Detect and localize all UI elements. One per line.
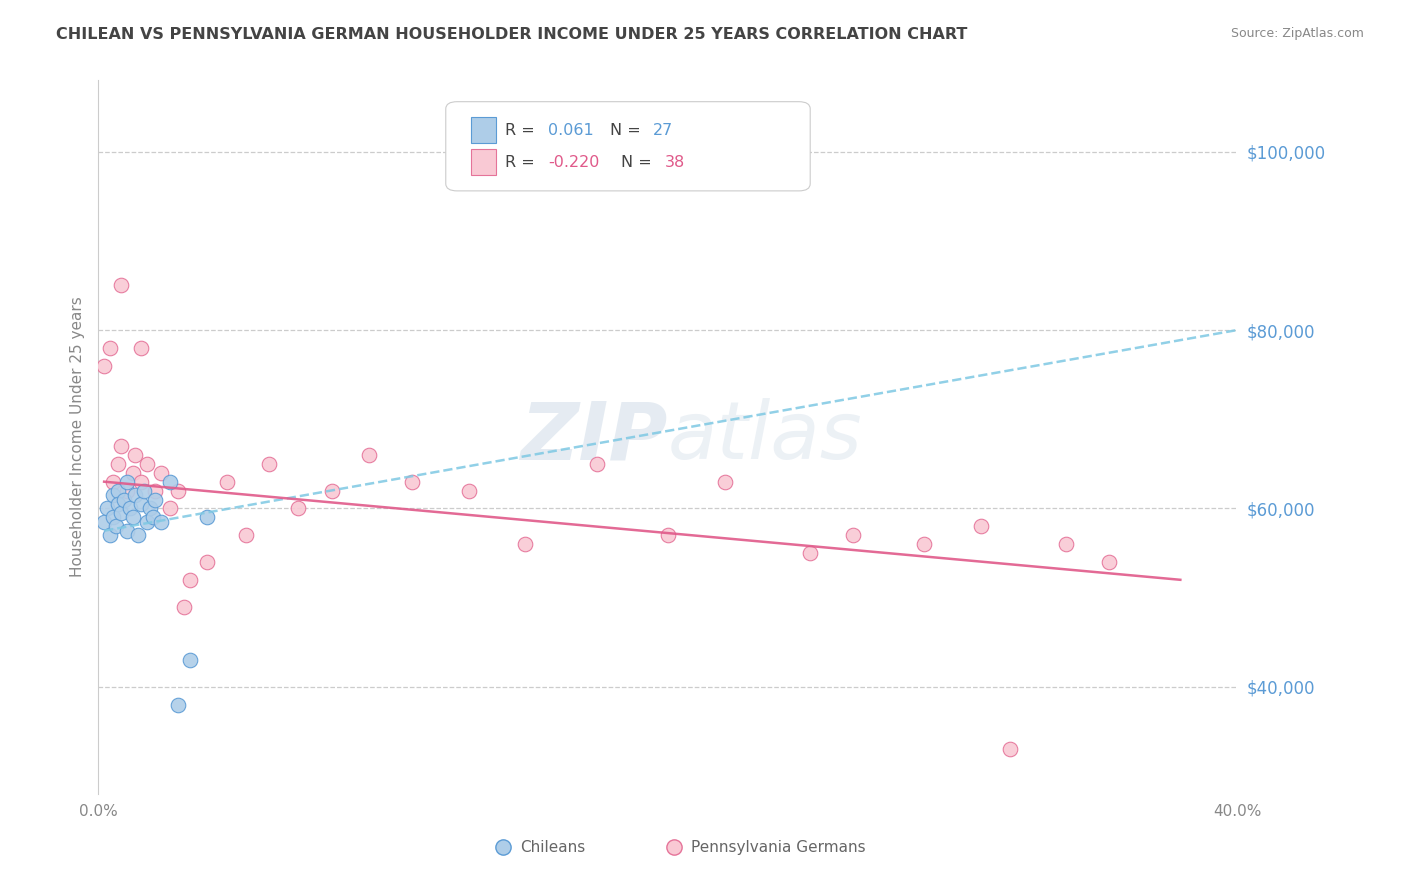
Point bbox=[118, 501, 141, 516]
Text: 38: 38 bbox=[665, 155, 685, 169]
Text: -0.220: -0.220 bbox=[548, 155, 599, 169]
Point bbox=[235, 528, 257, 542]
Point bbox=[121, 466, 143, 480]
Bar bbox=[471, 118, 496, 143]
Point bbox=[104, 519, 127, 533]
Point bbox=[167, 483, 190, 498]
Point bbox=[129, 497, 152, 511]
Point bbox=[970, 519, 993, 533]
Point bbox=[129, 475, 152, 489]
Point bbox=[101, 475, 124, 489]
Point bbox=[107, 457, 129, 471]
Text: R =: R = bbox=[505, 123, 540, 138]
Point bbox=[145, 483, 167, 498]
Point bbox=[585, 457, 607, 471]
Point bbox=[145, 492, 167, 507]
Point bbox=[110, 278, 132, 293]
Point bbox=[101, 510, 124, 524]
Text: CHILEAN VS PENNSYLVANIA GERMAN HOUSEHOLDER INCOME UNDER 25 YEARS CORRELATION CHA: CHILEAN VS PENNSYLVANIA GERMAN HOUSEHOLD… bbox=[56, 27, 967, 42]
Point bbox=[150, 515, 173, 529]
Text: Chileans: Chileans bbox=[520, 840, 585, 855]
Point bbox=[799, 546, 821, 560]
Point bbox=[215, 475, 238, 489]
FancyBboxPatch shape bbox=[446, 102, 810, 191]
Point bbox=[129, 341, 152, 355]
Point bbox=[141, 510, 163, 524]
Point bbox=[107, 483, 129, 498]
Point bbox=[998, 742, 1021, 756]
Point bbox=[1056, 537, 1078, 551]
Point bbox=[401, 475, 423, 489]
Text: Pennsylvania Germans: Pennsylvania Germans bbox=[690, 840, 865, 855]
Point bbox=[167, 698, 190, 712]
Point bbox=[121, 510, 143, 524]
Point bbox=[96, 501, 118, 516]
Point bbox=[287, 501, 309, 516]
Text: Source: ZipAtlas.com: Source: ZipAtlas.com bbox=[1230, 27, 1364, 40]
Text: R =: R = bbox=[505, 155, 540, 169]
Point bbox=[98, 528, 121, 542]
Point bbox=[259, 457, 281, 471]
Text: 27: 27 bbox=[652, 123, 673, 138]
Point bbox=[112, 492, 135, 507]
Point bbox=[138, 501, 160, 516]
Point bbox=[179, 653, 201, 667]
Point bbox=[714, 475, 737, 489]
Point bbox=[842, 528, 865, 542]
Bar bbox=[471, 150, 496, 175]
Point bbox=[127, 528, 149, 542]
Text: ZIP: ZIP bbox=[520, 398, 668, 476]
Point bbox=[115, 524, 138, 538]
Point bbox=[912, 537, 935, 551]
Point bbox=[179, 573, 201, 587]
Point bbox=[159, 501, 181, 516]
Point bbox=[93, 359, 115, 373]
Text: N =: N = bbox=[621, 155, 657, 169]
Text: 0.061: 0.061 bbox=[548, 123, 593, 138]
Point bbox=[195, 510, 218, 524]
Point bbox=[135, 457, 157, 471]
Point bbox=[357, 448, 380, 462]
Point bbox=[173, 599, 195, 614]
Y-axis label: Householder Income Under 25 years: Householder Income Under 25 years bbox=[69, 297, 84, 577]
Point bbox=[150, 466, 173, 480]
Point bbox=[115, 483, 138, 498]
Point bbox=[93, 515, 115, 529]
Point bbox=[98, 341, 121, 355]
Point bbox=[457, 483, 479, 498]
Point bbox=[101, 488, 124, 502]
Point bbox=[195, 555, 218, 569]
Point bbox=[110, 439, 132, 453]
Point bbox=[107, 497, 129, 511]
Point bbox=[110, 506, 132, 520]
Point bbox=[124, 488, 146, 502]
Point bbox=[132, 483, 155, 498]
Point bbox=[321, 483, 343, 498]
Point bbox=[159, 475, 181, 489]
Text: atlas: atlas bbox=[668, 398, 863, 476]
Point bbox=[124, 448, 146, 462]
Point bbox=[657, 528, 679, 542]
Text: N =: N = bbox=[610, 123, 645, 138]
Point bbox=[135, 515, 157, 529]
Point bbox=[1098, 555, 1121, 569]
Point bbox=[515, 537, 537, 551]
Point bbox=[115, 475, 138, 489]
